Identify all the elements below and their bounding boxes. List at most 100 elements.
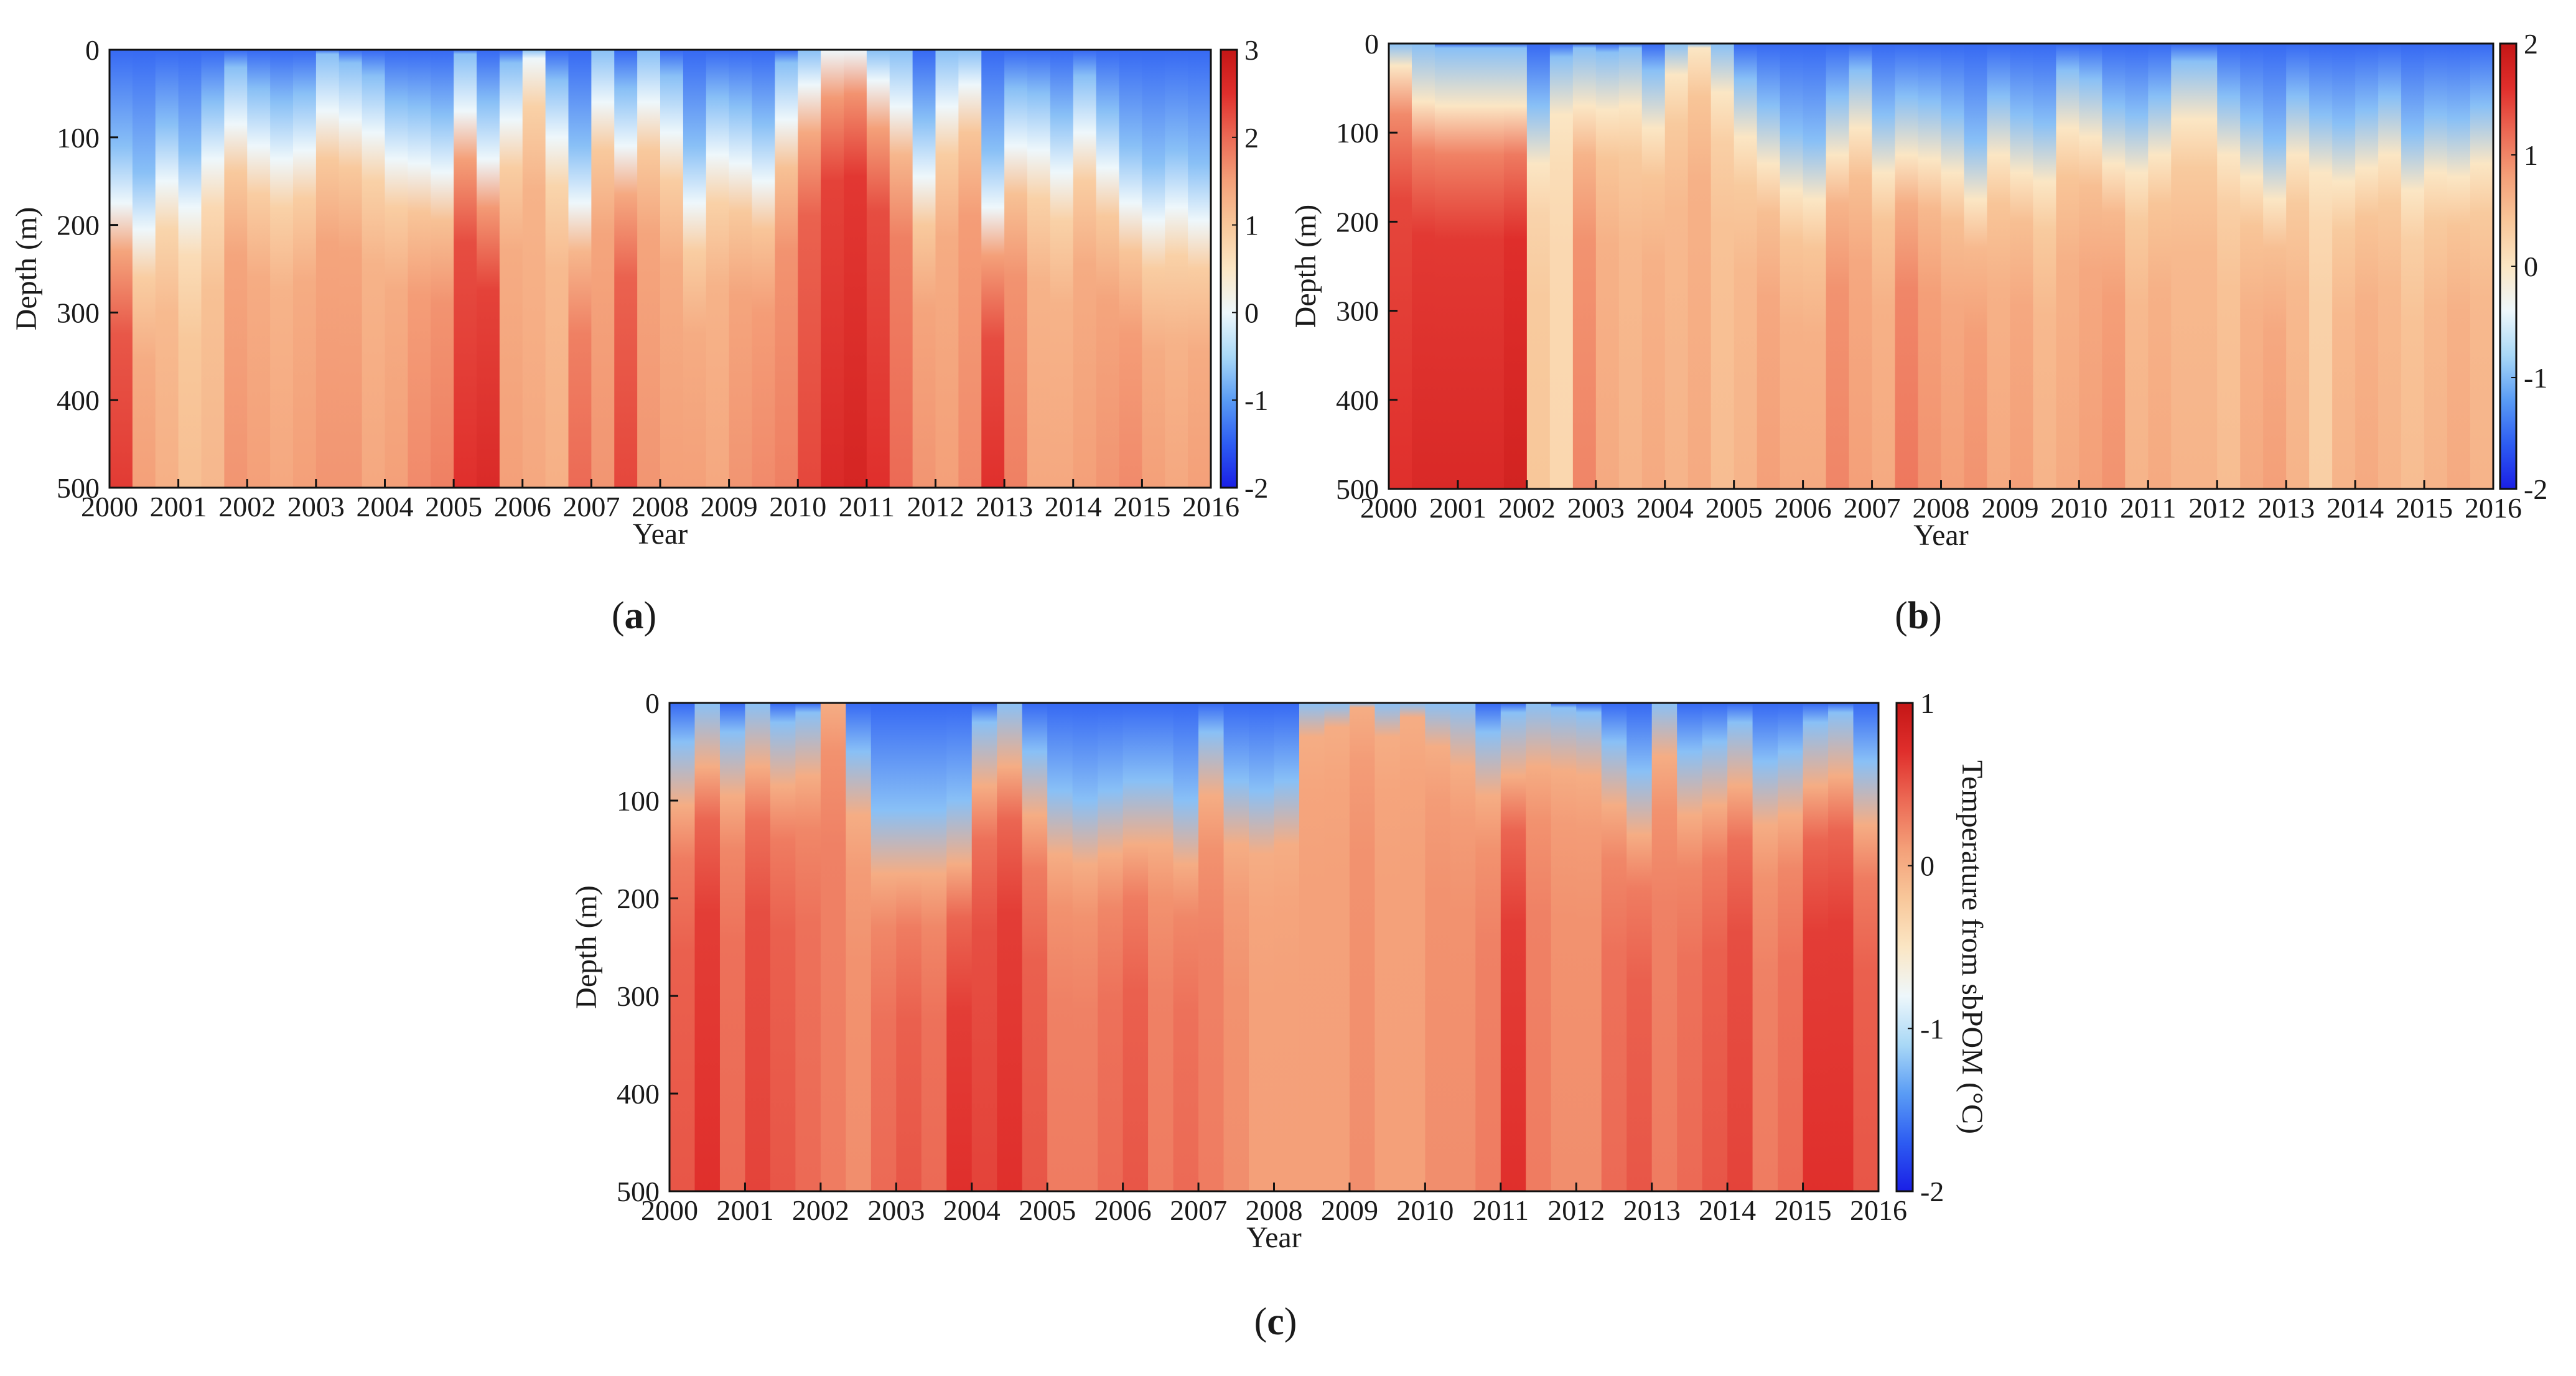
y-axis-label: Depth (m) (10, 207, 43, 331)
heatmap-cell (1803, 703, 1829, 1191)
x-tick-label: 2000 (641, 1194, 698, 1226)
heatmap-cell (385, 50, 409, 488)
heatmap-cell (1299, 703, 1325, 1191)
colorbar-tick-label: -1 (1244, 384, 1268, 416)
heatmap-cell (2332, 44, 2356, 489)
x-tick-label: 2001 (716, 1194, 773, 1226)
x-axis-label: Year (1246, 1221, 1301, 1254)
heatmap-cell (866, 50, 890, 488)
heatmap-cell (1047, 703, 1073, 1191)
x-tick-label: 2013 (1623, 1194, 1681, 1226)
x-tick-label: 2007 (1170, 1194, 1227, 1226)
heatmap-cell (1677, 703, 1703, 1191)
y-tick-label: 200 (617, 883, 660, 914)
y-tick-label: 200 (57, 210, 100, 241)
heatmap-cell (338, 50, 363, 488)
y-axis-label: Depth (m) (1289, 205, 1322, 328)
heatmap-cell (454, 50, 477, 488)
heatmap-cell (912, 50, 936, 488)
heatmap-cell (408, 50, 432, 488)
y-tick-label: 500 (57, 472, 100, 504)
heatmap-cell (1526, 44, 1551, 489)
heatmap-cell (2171, 44, 2195, 489)
heatmap-cell (591, 50, 615, 488)
heatmap-cell (1849, 44, 1873, 489)
x-tick-label: 2005 (1019, 1194, 1076, 1226)
heatmap-cell (2240, 44, 2264, 489)
heatmap-cell (1050, 50, 1074, 488)
x-tick-label: 2011 (839, 491, 895, 523)
panel-label-close: ) (1284, 1301, 1297, 1343)
heatmap-cell (870, 703, 897, 1191)
heatmap-cell (1618, 44, 1643, 489)
x-tick-label: 2001 (1429, 492, 1486, 524)
x-tick-label: 2013 (2257, 492, 2315, 524)
heatmap-cell (2125, 44, 2149, 489)
heatmap-cell (1198, 703, 1225, 1191)
x-tick-label: 2006 (1775, 492, 1832, 524)
heatmap-c (670, 703, 1879, 1191)
heatmap-cell (775, 50, 799, 488)
heatmap-cell (889, 50, 913, 488)
panel-label-letter: a (625, 595, 644, 637)
y-tick-label: 400 (57, 384, 100, 416)
heatmap-cell (798, 50, 822, 488)
y-tick-label: 200 (1336, 206, 1379, 238)
heatmap-cell (1941, 44, 1965, 489)
x-tick-label: 2016 (2465, 492, 2522, 524)
heatmap-cell (1551, 703, 1577, 1191)
heatmap-cell (958, 50, 982, 488)
heatmap-cell (1601, 703, 1628, 1191)
heatmap-cell (1757, 44, 1781, 489)
heatmap-cell (545, 50, 569, 488)
heatmap-cell (1389, 44, 1412, 489)
heatmap-cell (1119, 50, 1143, 488)
x-tick-label: 2010 (1396, 1194, 1454, 1226)
heatmap-cell (1803, 44, 1827, 489)
y-tick-label: 300 (57, 297, 100, 328)
heatmap-cell (270, 50, 294, 488)
heatmap-cell (1434, 44, 1458, 489)
heatmap-cell (637, 50, 661, 488)
panel-label-b: (b) (1895, 595, 1942, 637)
heatmap-cell (1549, 44, 1574, 489)
x-tick-label: 2006 (494, 491, 551, 523)
heatmap-cell (1249, 703, 1275, 1191)
x-tick-label: 2007 (562, 491, 620, 523)
x-axis-label: Year (1913, 519, 1968, 552)
heatmap-cell (1687, 44, 1712, 489)
x-tick-label: 2007 (1844, 492, 1901, 524)
panel-label-c: (c) (1254, 1301, 1297, 1343)
heatmap-cell (694, 703, 721, 1191)
panel-label-open: ( (1254, 1301, 1267, 1343)
heatmap-cell (1828, 703, 1854, 1191)
heatmap-cell (1027, 50, 1051, 488)
y-tick-label: 300 (1336, 295, 1379, 327)
y-axis-label: Depth (m) (570, 885, 603, 1009)
colorbar-a: 3 2 1 0 -1 -2 (1220, 34, 1268, 504)
heatmap-cell (1710, 44, 1735, 489)
heatmap-cell (820, 703, 847, 1191)
x-tick-label: 2002 (792, 1194, 849, 1226)
heatmap-cell (1503, 44, 1528, 489)
heatmap-cell (293, 50, 317, 488)
panel-label-letter: b (1908, 595, 1929, 637)
heatmap-cell (1142, 50, 1166, 488)
heatmap-cell (477, 50, 500, 488)
heatmap-cell (155, 50, 179, 488)
heatmap-cell (1872, 44, 1896, 489)
panel-label-letter: c (1267, 1301, 1284, 1343)
heatmap-cell (896, 703, 922, 1191)
colorbar-title: Temperature from sbPOM (°C) (1956, 760, 1989, 1134)
colorbar-frame (1220, 49, 1238, 489)
y-tick-label: 100 (617, 785, 660, 817)
x-tick-label: 2008 (1913, 492, 1970, 524)
heatmap-cell (132, 50, 156, 488)
heatmap-cell (1274, 703, 1300, 1191)
x-tick-label: 2011 (1473, 1194, 1529, 1226)
heatmap-cell (1626, 703, 1653, 1191)
heatmap-cell (1122, 703, 1149, 1191)
heatmap-cell (614, 50, 638, 488)
heatmap-cell (1526, 703, 1552, 1191)
heatmap-cell (821, 50, 844, 488)
